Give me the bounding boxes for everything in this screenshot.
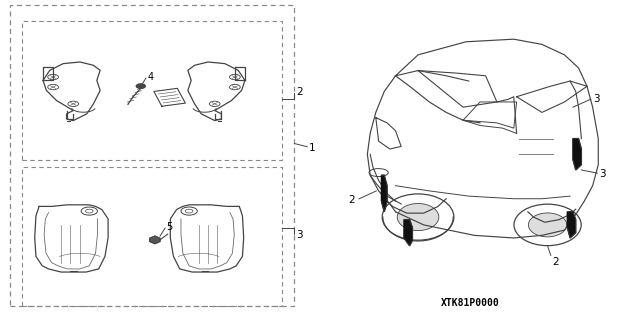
- Circle shape: [136, 84, 145, 88]
- Text: 3: 3: [593, 93, 600, 104]
- Text: 2: 2: [296, 87, 303, 97]
- Text: 3: 3: [296, 230, 303, 241]
- Ellipse shape: [529, 213, 567, 237]
- Polygon shape: [573, 138, 581, 170]
- Bar: [22, 21, 282, 160]
- Polygon shape: [567, 212, 576, 238]
- Polygon shape: [381, 175, 387, 212]
- Bar: [10, 5, 294, 306]
- Text: 2: 2: [348, 195, 355, 205]
- Text: 2: 2: [552, 257, 559, 267]
- Polygon shape: [404, 220, 412, 246]
- Text: 4: 4: [147, 72, 154, 82]
- Text: 3: 3: [599, 169, 606, 179]
- Text: 1: 1: [308, 143, 315, 153]
- Polygon shape: [150, 236, 160, 244]
- Ellipse shape: [397, 204, 439, 231]
- Text: 5: 5: [166, 222, 173, 232]
- Bar: [22, 167, 282, 306]
- Text: XTK81P0000: XTK81P0000: [441, 298, 500, 308]
